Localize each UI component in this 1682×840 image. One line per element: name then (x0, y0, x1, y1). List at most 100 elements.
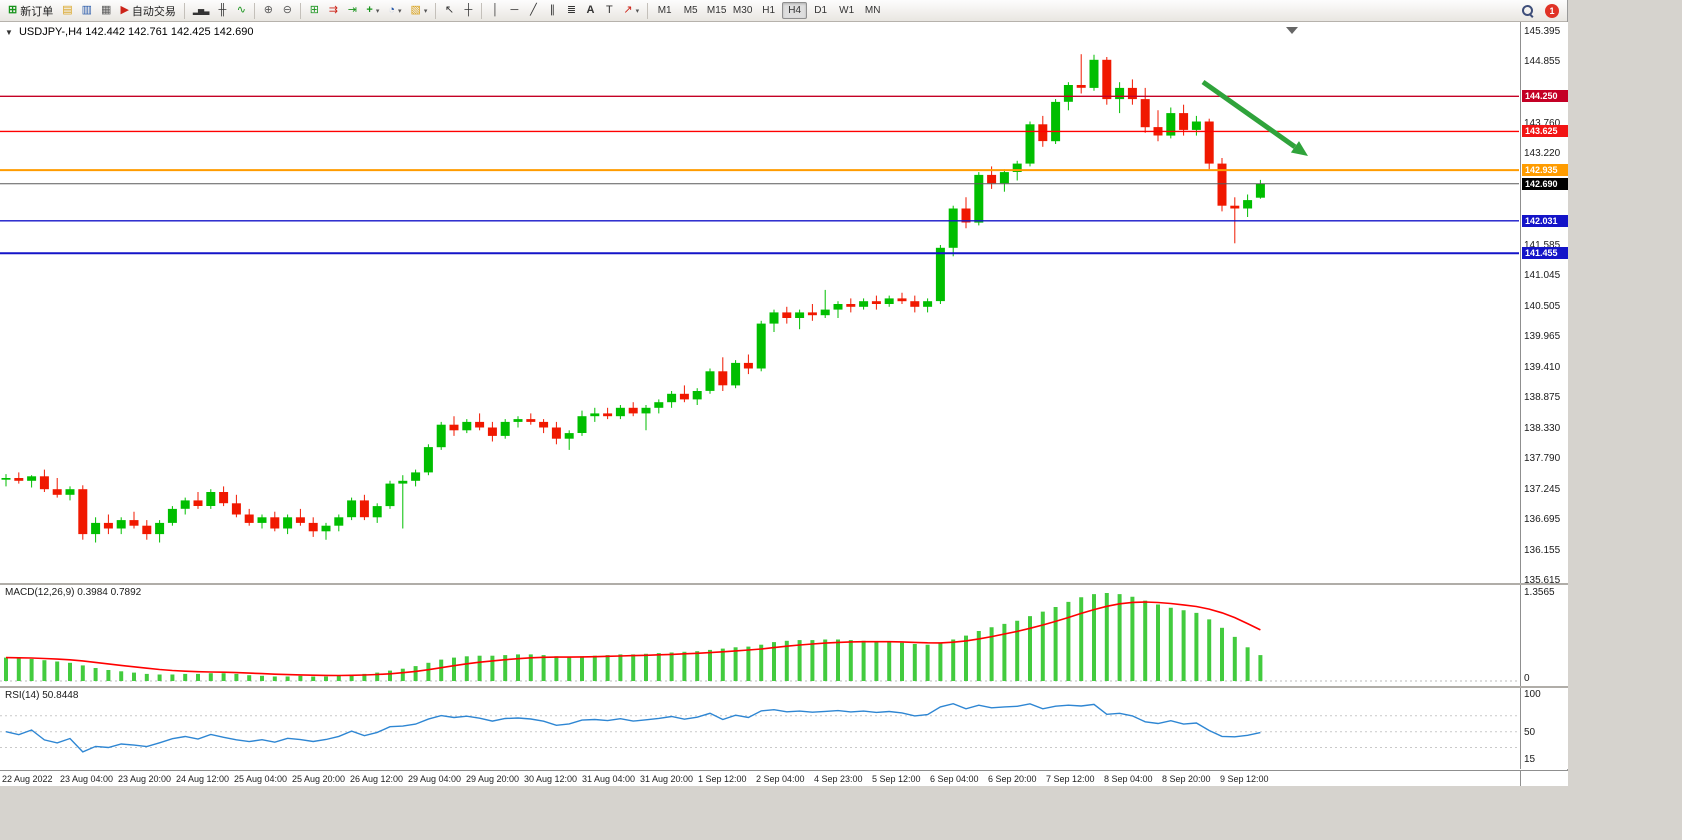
zoom-out-button[interactable]: ⊖ (278, 2, 296, 20)
toolbar-separator (300, 2, 302, 19)
price-axis-label: 140.505 (1524, 300, 1561, 312)
navigator-icon: ▥ (81, 4, 93, 16)
price-axis-label: 138.330 (1524, 422, 1561, 434)
time-axis-corner (1520, 771, 1568, 786)
panel-separator[interactable] (0, 686, 1568, 688)
text-tool-button[interactable]: A (581, 2, 599, 20)
chart-menu-icon[interactable]: ▼ (5, 28, 13, 37)
time-axis-label: 1 Sep 12:00 (698, 774, 747, 784)
main-chart-panel: ▼ USDJPY-,H4 142.442 142.761 142.425 142… (0, 22, 1568, 583)
price-axis[interactable]: 145.395 144.855 143.760 143.220 141.585 141.0… (1520, 22, 1568, 583)
time-axis-label: 29 Aug 20:00 (466, 774, 520, 784)
timeframe-button-m1[interactable]: M1 (652, 2, 677, 19)
candlestick-chart-button[interactable]: ╫ (213, 2, 231, 20)
notification-badge[interactable]: 1 (1545, 3, 1559, 18)
time-axis-label: 31 Aug 20:00 (640, 774, 694, 784)
indicators-icon: + (366, 4, 373, 16)
macd-scale-max: 1.3565 (1524, 587, 1555, 598)
macd-axis[interactable]: 1.3565 0 (1520, 585, 1568, 686)
rsi-panel: RSI(14) 50.8448 100 50 15 (0, 688, 1568, 769)
new-order-button[interactable]: ⊞ 新订单 (4, 2, 57, 20)
timeframe-button-h1[interactable]: H1 (756, 2, 781, 19)
cursor-button[interactable]: ↖ (440, 2, 458, 20)
time-axis-label: 30 Aug 12:00 (524, 774, 578, 784)
price-axis-label: 144.855 (1524, 56, 1561, 68)
indicators-button[interactable]: + ▾ (362, 2, 383, 20)
chart-shift-marker[interactable] (1286, 27, 1298, 34)
arrows-tool-button[interactable]: ↗ ▾ (619, 2, 643, 20)
timeframe-button-m5[interactable]: M5 (678, 2, 703, 19)
vertical-line-button[interactable]: │ (486, 2, 504, 20)
panel-separator[interactable] (0, 583, 1568, 585)
candlestick-icon: ╫ (218, 4, 227, 16)
channel-button[interactable]: ∥ (543, 2, 561, 20)
crosshair-button[interactable]: ┼ (459, 2, 477, 20)
macd-panel: MACD(12,26,9) 0.3984 0.7892 1.3565 0 (0, 585, 1568, 686)
timeframe-button-h4[interactable]: H4 (782, 2, 808, 19)
chart-shift-button[interactable]: ⇥ (343, 2, 361, 20)
mt4-window: ⊞ 新订单 ▤ ▥ ▦ ▶ 自动交易 ▂▅▃ ╫ ∿ ⊕ ⊖ ⊞ ⇉ ⇥ + ▾… (0, 0, 1568, 786)
price-axis-label: 143.760 (1524, 117, 1561, 129)
tile-windows-button[interactable]: ⊞ (305, 2, 323, 20)
rsi-axis[interactable]: 100 50 15 (1520, 688, 1568, 769)
templates-button[interactable]: ▧ ▾ (407, 2, 432, 20)
time-axis-label: 26 Aug 12:00 (350, 774, 404, 784)
crosshair-icon: ┼ (464, 4, 473, 16)
terminal-button[interactable]: ▦ (97, 2, 115, 20)
macd-chart[interactable] (0, 585, 1519, 686)
price-axis-label: 141.585 (1524, 239, 1561, 251)
candlestick-chart[interactable] (0, 22, 1519, 583)
timeframe-button-d1[interactable]: D1 (808, 2, 833, 19)
macd-signal-line (5, 601, 1261, 677)
trendline-button[interactable]: ╱ (524, 2, 542, 20)
time-axis-label: 25 Aug 04:00 (234, 774, 288, 784)
text-tool-icon: A (586, 4, 595, 16)
price-axis-label: 143.220 (1524, 148, 1561, 160)
channel-icon: ∥ (549, 4, 556, 16)
time-axis-label: 8 Sep 04:00 (1104, 774, 1153, 784)
zoom-in-button[interactable]: ⊕ (259, 2, 277, 20)
navigator-button[interactable]: ▥ (78, 2, 96, 20)
trend-arrow-annotation[interactable] (1201, 79, 1308, 156)
bar-chart-icon: ▂▅▃ (192, 5, 210, 15)
autotrading-button[interactable]: ▶ 自动交易 (116, 2, 179, 20)
search-button[interactable] (1517, 2, 1538, 20)
timeframe-button-mn[interactable]: MN (860, 2, 885, 19)
rsi-level-lines (0, 715, 1519, 748)
bar-chart-button[interactable]: ▂▅▃ (189, 2, 212, 20)
line-chart-button[interactable]: ∿ (232, 2, 250, 20)
auto-scroll-button[interactable]: ⇉ (324, 2, 342, 20)
price-axis-label: 136.695 (1524, 514, 1561, 526)
chevron-down-icon: ▾ (375, 7, 380, 15)
market-watch-button[interactable]: ▤ (58, 2, 76, 20)
chart-ohlc-values: 142.442 142.761 142.425 142.690 (85, 26, 254, 38)
timeframe-button-m15[interactable]: M15 (704, 2, 729, 19)
time-axis-label: 9 Sep 12:00 (1220, 774, 1269, 784)
trendline-icon: ╱ (530, 4, 537, 16)
price-level-badge: 141.455 (1522, 247, 1568, 260)
rsi-scale-label: 15 (1524, 754, 1536, 766)
price-axis-label: 137.790 (1524, 452, 1561, 464)
time-axis-label: 6 Sep 20:00 (988, 774, 1037, 784)
timeframe-button-m30[interactable]: M30 (730, 2, 755, 19)
chart-symbol-timeframe: USDJPY-,H4 (18, 26, 83, 38)
fibonacci-button[interactable]: ≣ (562, 2, 580, 20)
price-axis-label: 139.410 (1524, 362, 1561, 373)
timeframe-button-w1[interactable]: W1 (834, 2, 859, 19)
rsi-chart[interactable] (0, 688, 1519, 769)
toolbar-separator (183, 2, 185, 19)
terminal-icon: ▦ (101, 4, 112, 16)
macd-scale-min: 0 (1524, 673, 1530, 684)
chevron-down-icon: ▾ (423, 7, 428, 15)
clock-icon: ◔ (388, 4, 395, 16)
time-axis-label: 5 Sep 12:00 (872, 774, 921, 784)
zoom-out-icon: ⊖ (282, 4, 292, 16)
label-tool-button[interactable]: T (600, 2, 618, 20)
time-axis[interactable]: 22 Aug 2022 23 Aug 04:00 23 Aug 20:00 24 Au… (0, 770, 1568, 786)
periods-button[interactable]: ◔ ▾ (384, 2, 405, 20)
rsi-value: 50.8448 (42, 690, 79, 701)
macd-label: MACD(12,26,9) 0.3984 0.7892 (5, 587, 141, 598)
horizontal-level-lines[interactable] (0, 95, 1519, 255)
price-axis-label: 145.395 (1524, 26, 1561, 37)
horizontal-line-button[interactable]: ─ (505, 2, 523, 20)
